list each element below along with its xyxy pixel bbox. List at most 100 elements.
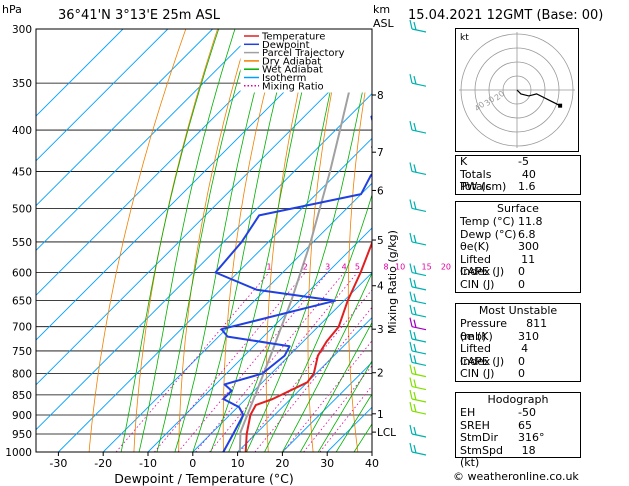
wind-barb: [409, 232, 427, 246]
wind-barb: [409, 120, 427, 134]
wind-barb: [409, 329, 427, 343]
mixing-ratio-line: [177, 272, 329, 452]
surface-table: Surface Temp (°C) 11.8 Dewp (°C) 6.8 θe(K)…: [455, 201, 581, 293]
wet-adiabat: [192, 29, 294, 452]
dry-adiabat: [425, 29, 447, 452]
legend-label: Temperature: [261, 32, 325, 43]
surface-title: Surface: [497, 202, 539, 215]
wet-adiabat: [282, 271, 372, 452]
km-tick-label: 1: [377, 409, 384, 421]
pressure-tick-label: 300: [12, 24, 32, 36]
wet-adiabat: [246, 44, 372, 452]
x-axis-label: Dewpoint / Temperature (°C): [114, 471, 293, 486]
pressure-tick-label: 850: [12, 390, 32, 402]
row-dewp: Dewp (°C) 6.8: [460, 227, 536, 241]
wind-barb: [409, 353, 427, 367]
row-cin: CIN (J) 0: [460, 277, 525, 291]
legend-label: Parcel Trajectory: [262, 48, 345, 59]
wind-barb: [409, 291, 427, 305]
wind-barb: [409, 364, 427, 378]
wet-adiabat: [299, 321, 372, 452]
row-mu-cape: CAPE (J) 0: [460, 354, 525, 368]
km-tick-label: 7: [377, 147, 384, 159]
mixing-ratio-label: 5: [355, 263, 360, 272]
legend-label: Wet Adiabat: [262, 65, 323, 76]
temp-tick-label: 0: [189, 457, 196, 470]
hpa-label: hPa: [2, 3, 22, 16]
mixing-ratio-label: 15: [421, 263, 431, 272]
wind-barb: [409, 19, 427, 33]
most-unstable-table: Most Unstable Pressure (mb) 811 θe (K) 310…: [455, 303, 581, 382]
wind-barb: [409, 317, 427, 331]
hodograph-unit-label: kt: [460, 33, 469, 43]
wet-adiabat: [210, 29, 318, 452]
pressure-tick-label: 400: [12, 125, 32, 137]
isotherm: [36, 29, 124, 117]
isotherm: [36, 29, 169, 162]
pressure-tick-label: 600: [12, 268, 32, 280]
temp-tick-label: -30: [49, 457, 67, 470]
wind-barb: [409, 341, 427, 355]
row-tt: Totals Totals 40: [460, 167, 536, 194]
mixing-ratio-line: [239, 289, 372, 452]
indices-table-top: K -5 Totals Totals 40 PW (cm) 1.6: [455, 155, 581, 195]
wet-adiabat: [317, 360, 372, 452]
wind-barb: [409, 442, 427, 456]
wet-adiabat: [174, 29, 273, 452]
location-title: 36°41'N 3°13'E 25m ASL: [58, 8, 220, 23]
hodograph-trace: [516, 89, 561, 107]
isotherm: [36, 29, 303, 296]
isotherm: [36, 29, 348, 341]
credit: © weatheronline.co.uk: [453, 470, 579, 483]
row-sreh: SREH 65: [460, 418, 532, 432]
row-cape: CAPE (J) 0: [460, 265, 525, 279]
pressure-tick-label: 700: [12, 322, 32, 334]
pressure-tick-label: 1000: [5, 447, 32, 459]
wind-barb: [409, 277, 427, 291]
row-stmdir: StmDir 316°: [460, 431, 545, 445]
isotherm: [192, 272, 372, 452]
hodograph-table: Hodograph EH -50 SREH 65 StmDir 316° StmSpd…: [455, 392, 581, 470]
row-mu-cin: CIN (J) 0: [460, 367, 525, 381]
pressure-tick-label: 650: [12, 296, 32, 308]
legend-label: Dry Adiabat: [262, 56, 321, 67]
wind-barb: [409, 424, 427, 438]
dry-adiabat: [222, 29, 282, 452]
row-eh: EH -50: [460, 406, 536, 419]
hodograph-title: Hodograph: [487, 393, 549, 406]
pressure-tick-label: 800: [12, 369, 32, 381]
wind-barb: [409, 377, 427, 391]
km-label: km: [373, 3, 391, 16]
dry-adiabat: [178, 29, 250, 452]
row-stmspd: StmSpd (kt) 18: [460, 443, 536, 470]
isotherm: [282, 361, 372, 452]
pressure-tick-label: 550: [12, 237, 32, 249]
mixing-ratio-label: 3: [325, 263, 330, 272]
km-tick-label: 8: [377, 90, 384, 102]
row-k: K -5: [460, 155, 529, 168]
isotherm: [36, 92, 372, 431]
isotherm: [147, 227, 372, 452]
plot-area: [36, 29, 447, 452]
dewpoint-line: [214, 115, 372, 452]
isotherm: [36, 29, 258, 252]
asl-label: ASL: [373, 17, 394, 30]
wind-barb: [409, 199, 427, 213]
temp-tick-label: 40: [365, 457, 379, 470]
most-unstable-title: Most Unstable: [478, 304, 558, 317]
wind-barb: [409, 389, 427, 403]
km-tick-label: 2: [377, 368, 384, 380]
mixing-ratio-axis-label: Mixing Ratio (g/kg): [386, 230, 399, 334]
legend-label: Mixing Ratio: [262, 81, 324, 92]
mixing-ratio-label: 8: [384, 263, 389, 272]
row-mu-pressure: Pressure (mb) 811: [460, 317, 548, 343]
isotherm: [58, 137, 372, 452]
hodograph-end-marker: [558, 103, 563, 108]
temperature-line: [244, 240, 372, 452]
km-tick-label: 5: [377, 235, 384, 247]
temp-tick-label: 20: [275, 457, 289, 470]
wet-adiabat: [120, 29, 220, 452]
mixing-ratio-label: 10: [395, 263, 405, 272]
